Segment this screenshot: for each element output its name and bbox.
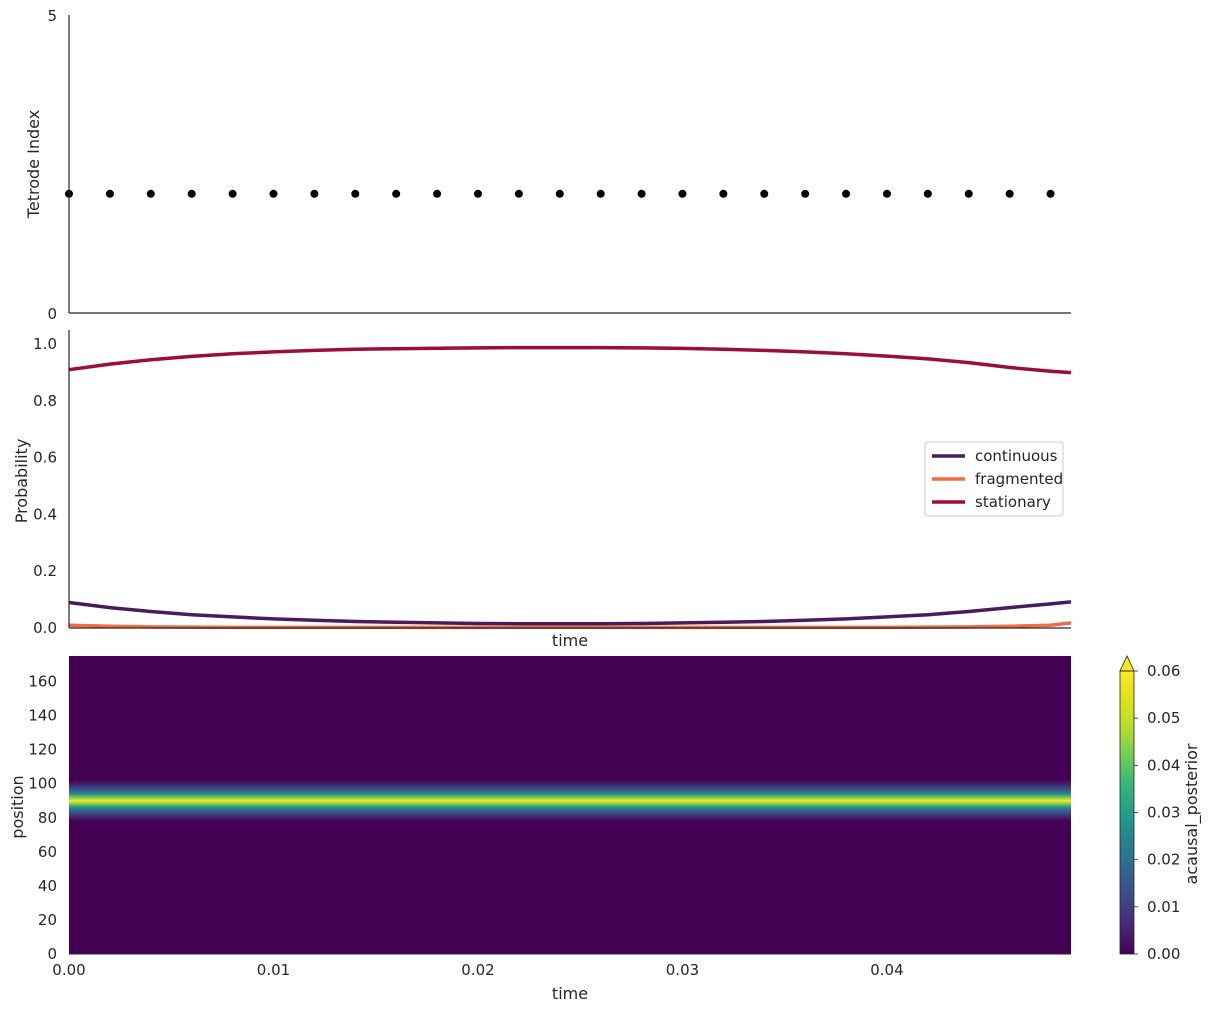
spike-point [596, 189, 605, 198]
spike-point [105, 189, 114, 198]
colorbar-tick-label: 0.00 [1147, 945, 1180, 963]
spike-point [964, 189, 973, 198]
x-tick-label: 0.01 [257, 961, 290, 979]
y-tick-label: 100 [28, 775, 57, 793]
probability-lines [68, 345, 1072, 630]
x-tick-label: 0.00 [52, 961, 85, 979]
legend-label-fragmented: fragmented [975, 470, 1063, 488]
spike-point [146, 189, 155, 198]
y-tick-label: 0.4 [33, 505, 57, 523]
spike-point [555, 189, 564, 198]
spike-point [228, 189, 237, 198]
y-tick-label: 120 [28, 741, 57, 759]
spike-point [310, 189, 319, 198]
colorbar-tick-label: 0.02 [1147, 851, 1180, 869]
y-tick-label: 160 [28, 673, 57, 691]
y-axis-label: position [8, 775, 27, 838]
spike-point [719, 189, 728, 198]
y-tick-labels: 0.0 0.2 0.4 0.6 0.8 1.0 [33, 335, 57, 637]
x-tick-label: 0.03 [666, 961, 699, 979]
y-tick-label: 80 [38, 809, 57, 827]
spike-point [1046, 189, 1055, 198]
y-axis-label: Probability [12, 439, 31, 524]
spike-point [351, 189, 360, 198]
spike-points [65, 189, 1055, 198]
y-tick-label: 0 [47, 305, 57, 323]
y-tick-label: 1.0 [33, 335, 57, 353]
x-tick-label: 0.04 [870, 961, 903, 979]
x-tick-label: 0.02 [461, 961, 494, 979]
spike-point [760, 189, 769, 198]
y-tick-label: 5 [47, 7, 57, 25]
y-tick-label: 0.6 [33, 449, 57, 467]
spike-point [1005, 189, 1014, 198]
y-tick-label: 0.0 [33, 619, 57, 637]
legend-frame [924, 441, 1064, 517]
posterior-band [69, 780, 1071, 822]
x-tick-labels: 0.00 0.01 0.02 0.03 0.04 [52, 961, 903, 979]
y-tick-label: 0 [47, 945, 57, 963]
y-tick-labels: 0 20 40 60 80 100 120 140 160 [28, 673, 57, 963]
y-tick-label: 40 [38, 877, 57, 895]
spike-point [473, 189, 482, 198]
spike-raster-panel: 5 0 Tetrode Index [24, 7, 1071, 323]
spike-point [637, 189, 646, 198]
spike-point [433, 189, 442, 198]
colorbar-extend-arrow [1119, 655, 1135, 672]
spike-point [187, 189, 196, 198]
legend-label-continuous: continuous [975, 447, 1058, 465]
y-axis-label: Tetrode Index [24, 110, 43, 219]
spike-point [801, 189, 810, 198]
spike-point [882, 189, 891, 198]
x-axis-label: time [552, 984, 588, 1003]
colorbar-gradient [1120, 671, 1134, 954]
spike-point [392, 189, 401, 198]
spike-point [514, 189, 523, 198]
colorbar-tick-label: 0.05 [1147, 709, 1180, 727]
x-axis-label: time [552, 631, 588, 650]
legend-label-stationary: stationary [975, 493, 1051, 511]
colorbar-tick-label: 0.06 [1147, 662, 1180, 680]
colorbar-tick-label: 0.03 [1147, 804, 1180, 822]
y-tick-label: 60 [38, 843, 57, 861]
colorbar-tick-labels: 0.00 0.01 0.02 0.03 0.04 0.05 0.06 [1134, 662, 1180, 963]
colorbar: 0.00 0.01 0.02 0.03 0.04 0.05 0.06 acausal_pos… [1119, 655, 1202, 963]
legend: continuous fragmented stationary [924, 441, 1064, 517]
probability-panel: 0.0 0.2 0.4 0.6 0.8 1.0 Probability time cont… [12, 330, 1072, 650]
spike-point [842, 189, 851, 198]
y-tick-label: 0.8 [33, 392, 57, 410]
spike-point [678, 189, 687, 198]
colorbar-tick-label: 0.04 [1147, 756, 1180, 774]
series-line-stationary [68, 345, 1072, 375]
y-tick-label: 140 [28, 707, 57, 725]
series-line-continuous [68, 600, 1072, 626]
y-tick-label: 0.2 [33, 562, 57, 580]
spike-point [269, 189, 278, 198]
colorbar-tick-label: 0.01 [1147, 898, 1180, 916]
spike-point [923, 189, 932, 198]
y-tick-label: 20 [38, 911, 57, 929]
colorbar-label: acausal_posterior [1182, 743, 1202, 884]
